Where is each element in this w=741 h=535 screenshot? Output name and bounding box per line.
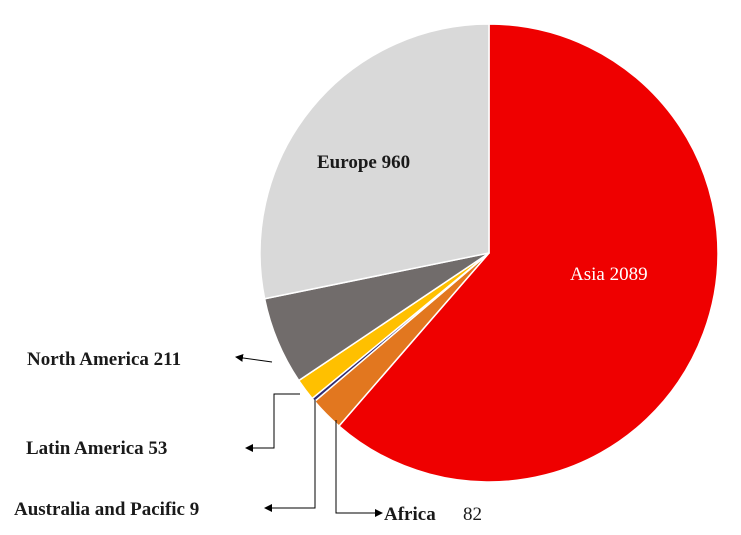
slice-asia (337, 23, 719, 483)
label-north-america: North America 211 (27, 349, 181, 370)
label-africa: Africa (384, 504, 436, 525)
slice-labels: Asia 2089 Europe 960 North America 211 L… (14, 152, 648, 525)
slice-europe (259, 23, 490, 300)
label-latin-america: Latin America 53 (26, 438, 167, 459)
leader-latin-america (245, 393, 300, 452)
leader-lines (235, 354, 383, 517)
leader-australia (264, 400, 316, 512)
label-africa-value: 82 (463, 504, 482, 525)
label-australia: Australia and Pacific 9 (14, 499, 199, 520)
leader-africa (335, 420, 383, 517)
label-asia: Asia 2089 (570, 264, 648, 285)
pie-slices (259, 23, 719, 483)
leader-north-america (235, 354, 273, 363)
label-europe: Europe 960 (317, 152, 410, 173)
